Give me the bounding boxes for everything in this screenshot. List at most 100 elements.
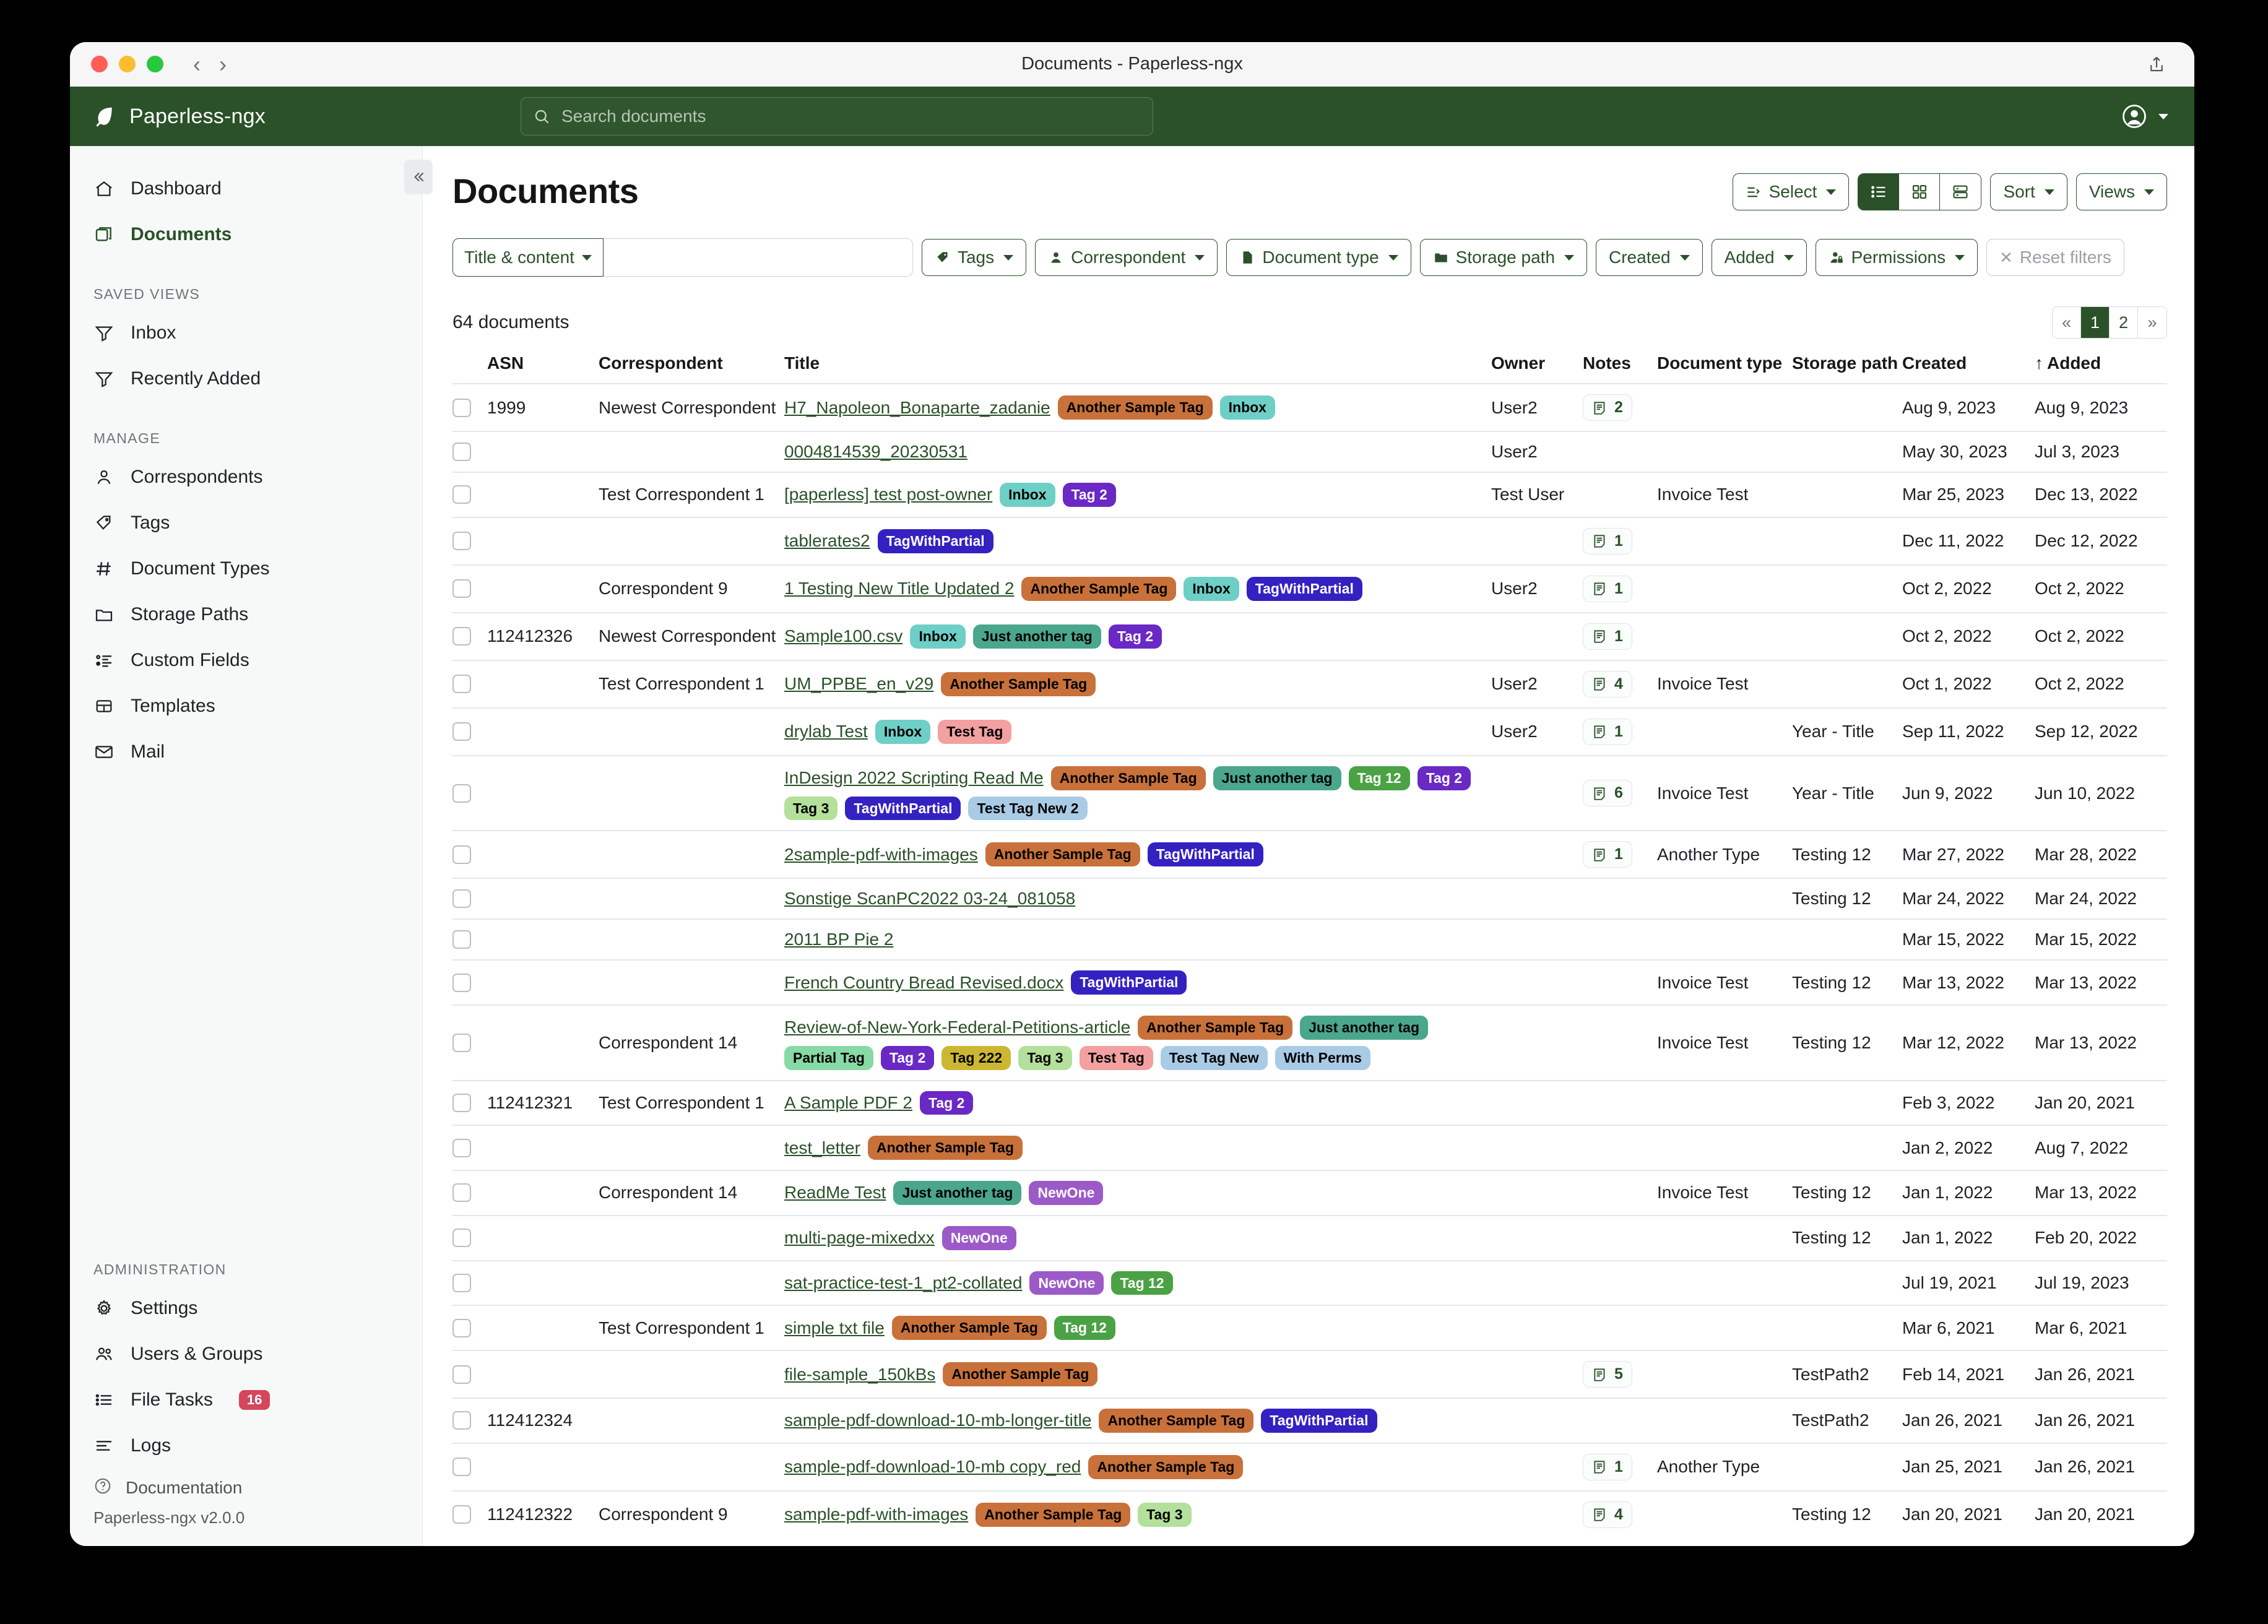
column-header-created[interactable]: Created <box>1902 353 1967 373</box>
tag-badge[interactable]: Partial Tag <box>784 1045 873 1070</box>
tag-badge[interactable]: Tag 12 <box>1111 1271 1173 1295</box>
row-checkbox-cell[interactable] <box>452 1004 487 1081</box>
tag-badge[interactable]: Tag 3 <box>784 796 838 821</box>
column-header-notes[interactable]: Notes <box>1583 353 1631 373</box>
tag-badge[interactable]: Another Sample Tag <box>867 1136 1023 1160</box>
row-checkbox-cell[interactable] <box>452 1442 487 1491</box>
tag-badge[interactable]: TagWithPartial <box>1147 842 1263 867</box>
row-checkbox[interactable] <box>452 1411 471 1430</box>
select-button[interactable]: Select <box>1732 173 1850 210</box>
document-title-link[interactable]: sample-pdf-with-images <box>784 1505 969 1524</box>
column-header-storage-path[interactable]: Storage path <box>1792 353 1898 373</box>
sidebar-item-file-tasks[interactable]: File Tasks 16 <box>70 1377 422 1423</box>
table-row[interactable]: 2sample-pdf-with-images Another Sample Ta… <box>452 830 2167 879</box>
user-menu[interactable] <box>2121 103 2168 129</box>
row-checkbox-cell[interactable] <box>452 1170 487 1216</box>
document-title-link[interactable]: drylab Test <box>784 722 868 741</box>
row-checkbox-cell[interactable] <box>452 472 487 517</box>
row-checkbox[interactable] <box>452 443 471 461</box>
title-content-dropdown[interactable]: Title & content <box>452 238 604 277</box>
view-detail-button[interactable] <box>1940 174 1981 210</box>
row-checkbox-cell[interactable] <box>452 878 487 920</box>
row-checkbox[interactable] <box>452 1505 471 1524</box>
tag-badge[interactable]: Tag 222 <box>941 1045 1011 1070</box>
tag-badge[interactable]: Another Sample Tag <box>1138 1016 1293 1040</box>
row-checkbox[interactable] <box>452 1229 471 1248</box>
tag-badge[interactable]: Tag 3 <box>1018 1045 1072 1070</box>
tag-badge[interactable]: Inbox <box>1219 395 1275 420</box>
tag-badge[interactable]: Inbox <box>875 719 931 744</box>
tag-badge[interactable]: Just another tag <box>1213 766 1341 790</box>
title-content-input[interactable] <box>603 238 913 277</box>
row-checkbox[interactable] <box>452 1273 471 1292</box>
minimize-window-button[interactable] <box>119 56 136 72</box>
row-checkbox[interactable] <box>452 1183 471 1203</box>
created-filter-button[interactable]: Created <box>1596 239 1703 276</box>
row-checkbox[interactable] <box>452 675 471 694</box>
document-title-link[interactable]: simple txt file <box>784 1318 885 1337</box>
row-checkbox-cell[interactable] <box>452 1490 487 1538</box>
table-row[interactable]: 112412326 Newest Correspondent Sample100.c… <box>452 611 2167 660</box>
document-title-link[interactable]: file-sample_150kBs <box>784 1364 936 1384</box>
table-row[interactable]: sat-practice-test-1_pt2-collated NewOne Ta… <box>452 1259 2167 1306</box>
sidebar-item-inbox[interactable]: Inbox <box>70 310 422 356</box>
pagination-page-1[interactable]: 1 <box>2081 307 2110 338</box>
tag-badge[interactable]: TagWithPartial <box>1246 576 1362 601</box>
row-checkbox-cell[interactable] <box>452 1125 487 1170</box>
tag-badge[interactable]: Test Tag <box>938 719 1012 744</box>
row-checkbox[interactable] <box>452 889 471 909</box>
sidebar-item-users-groups[interactable]: Users & Groups <box>70 1331 422 1377</box>
notes-badge[interactable]: 1 <box>1583 1453 1632 1480</box>
row-checkbox-cell[interactable] <box>452 918 487 961</box>
table-row[interactable]: Test Correspondent 1 [paperless] test pos… <box>452 472 2167 517</box>
row-checkbox[interactable] <box>452 1458 471 1477</box>
document-title-link[interactable]: Sonstige ScanPC2022 03-24_081058 <box>784 889 1076 909</box>
column-header-title[interactable]: Title <box>784 353 820 373</box>
table-row[interactable]: 112412322 Correspondent 9 sample-pdf-with-… <box>452 1490 2167 1538</box>
table-row[interactable]: Correspondent 14 Review-of-New-York-Feder… <box>452 1004 2167 1081</box>
forward-arrow-icon[interactable]: › <box>219 51 227 77</box>
tag-badge[interactable]: Test Tag <box>1079 1045 1153 1070</box>
table-row[interactable]: 0004814539_20230531 User2 May 30, 2023 Jul … <box>452 431 2167 472</box>
pagination-last[interactable]: » <box>2138 307 2166 338</box>
notes-badge[interactable]: 1 <box>1583 718 1632 745</box>
row-checkbox-cell[interactable] <box>452 1259 487 1306</box>
document-title-link[interactable]: tablerates2 <box>784 531 870 551</box>
document-title-link[interactable]: sample-pdf-download-10-mb copy_red <box>784 1457 1081 1477</box>
share-icon[interactable] <box>2147 54 2166 74</box>
reset-filters-button[interactable]: ✕ Reset filters <box>1986 239 2124 276</box>
sidebar-item-correspondents[interactable]: Correspondents <box>70 454 422 500</box>
tag-badge[interactable]: Just another tag <box>1300 1016 1428 1040</box>
sidebar-item-storage-paths[interactable]: Storage Paths <box>70 592 422 637</box>
view-list-button[interactable] <box>1858 174 1900 210</box>
row-checkbox[interactable] <box>452 1093 471 1112</box>
document-title-link[interactable]: French Country Bread Revised.docx <box>784 972 1064 992</box>
tag-badge[interactable]: Test Tag New 2 <box>968 796 1088 821</box>
tag-badge[interactable]: Tag 2 <box>1417 766 1471 790</box>
row-checkbox-cell[interactable] <box>452 1079 487 1126</box>
table-row[interactable]: tablerates2 TagWithPartial 1 Dec 11, 2022 De… <box>452 516 2167 565</box>
table-row[interactable]: 112412324 sample-pdf-download-10-mb-longe… <box>452 1397 2167 1443</box>
tag-badge[interactable]: Tag 2 <box>1062 483 1116 507</box>
tag-badge[interactable]: Tag 2 <box>880 1045 935 1070</box>
sidebar-item-document-types[interactable]: Document Types <box>70 546 422 592</box>
document-title-link[interactable]: 1 Testing New Title Updated 2 <box>784 579 1015 598</box>
column-header-document-type[interactable]: Document type <box>1657 353 1783 373</box>
row-checkbox[interactable] <box>452 930 471 949</box>
sidebar-item-documentation[interactable]: Documentation <box>70 1469 422 1507</box>
tag-badge[interactable]: Another Sample Tag <box>1099 1409 1254 1433</box>
tag-badge[interactable]: Tag 12 <box>1054 1316 1115 1340</box>
sidebar-item-recently-added[interactable]: Recently Added <box>70 356 422 402</box>
sort-button[interactable]: Sort <box>1990 173 2067 210</box>
sidebar-item-logs[interactable]: Logs <box>70 1423 422 1469</box>
row-checkbox-cell[interactable] <box>452 516 487 565</box>
row-checkbox[interactable] <box>452 722 471 741</box>
brand[interactable]: Paperless-ngx <box>92 104 414 129</box>
tag-badge[interactable]: Another Sample Tag <box>976 1502 1131 1527</box>
tag-badge[interactable]: Tag 3 <box>1138 1502 1192 1527</box>
tag-badge[interactable]: TagWithPartial <box>845 796 961 821</box>
tag-badge[interactable]: Inbox <box>910 624 966 649</box>
document-title-link[interactable]: 2sample-pdf-with-images <box>784 844 978 864</box>
tag-badge[interactable]: TagWithPartial <box>1261 1409 1377 1433</box>
tag-badge[interactable]: Another Sample Tag <box>891 1316 1047 1340</box>
